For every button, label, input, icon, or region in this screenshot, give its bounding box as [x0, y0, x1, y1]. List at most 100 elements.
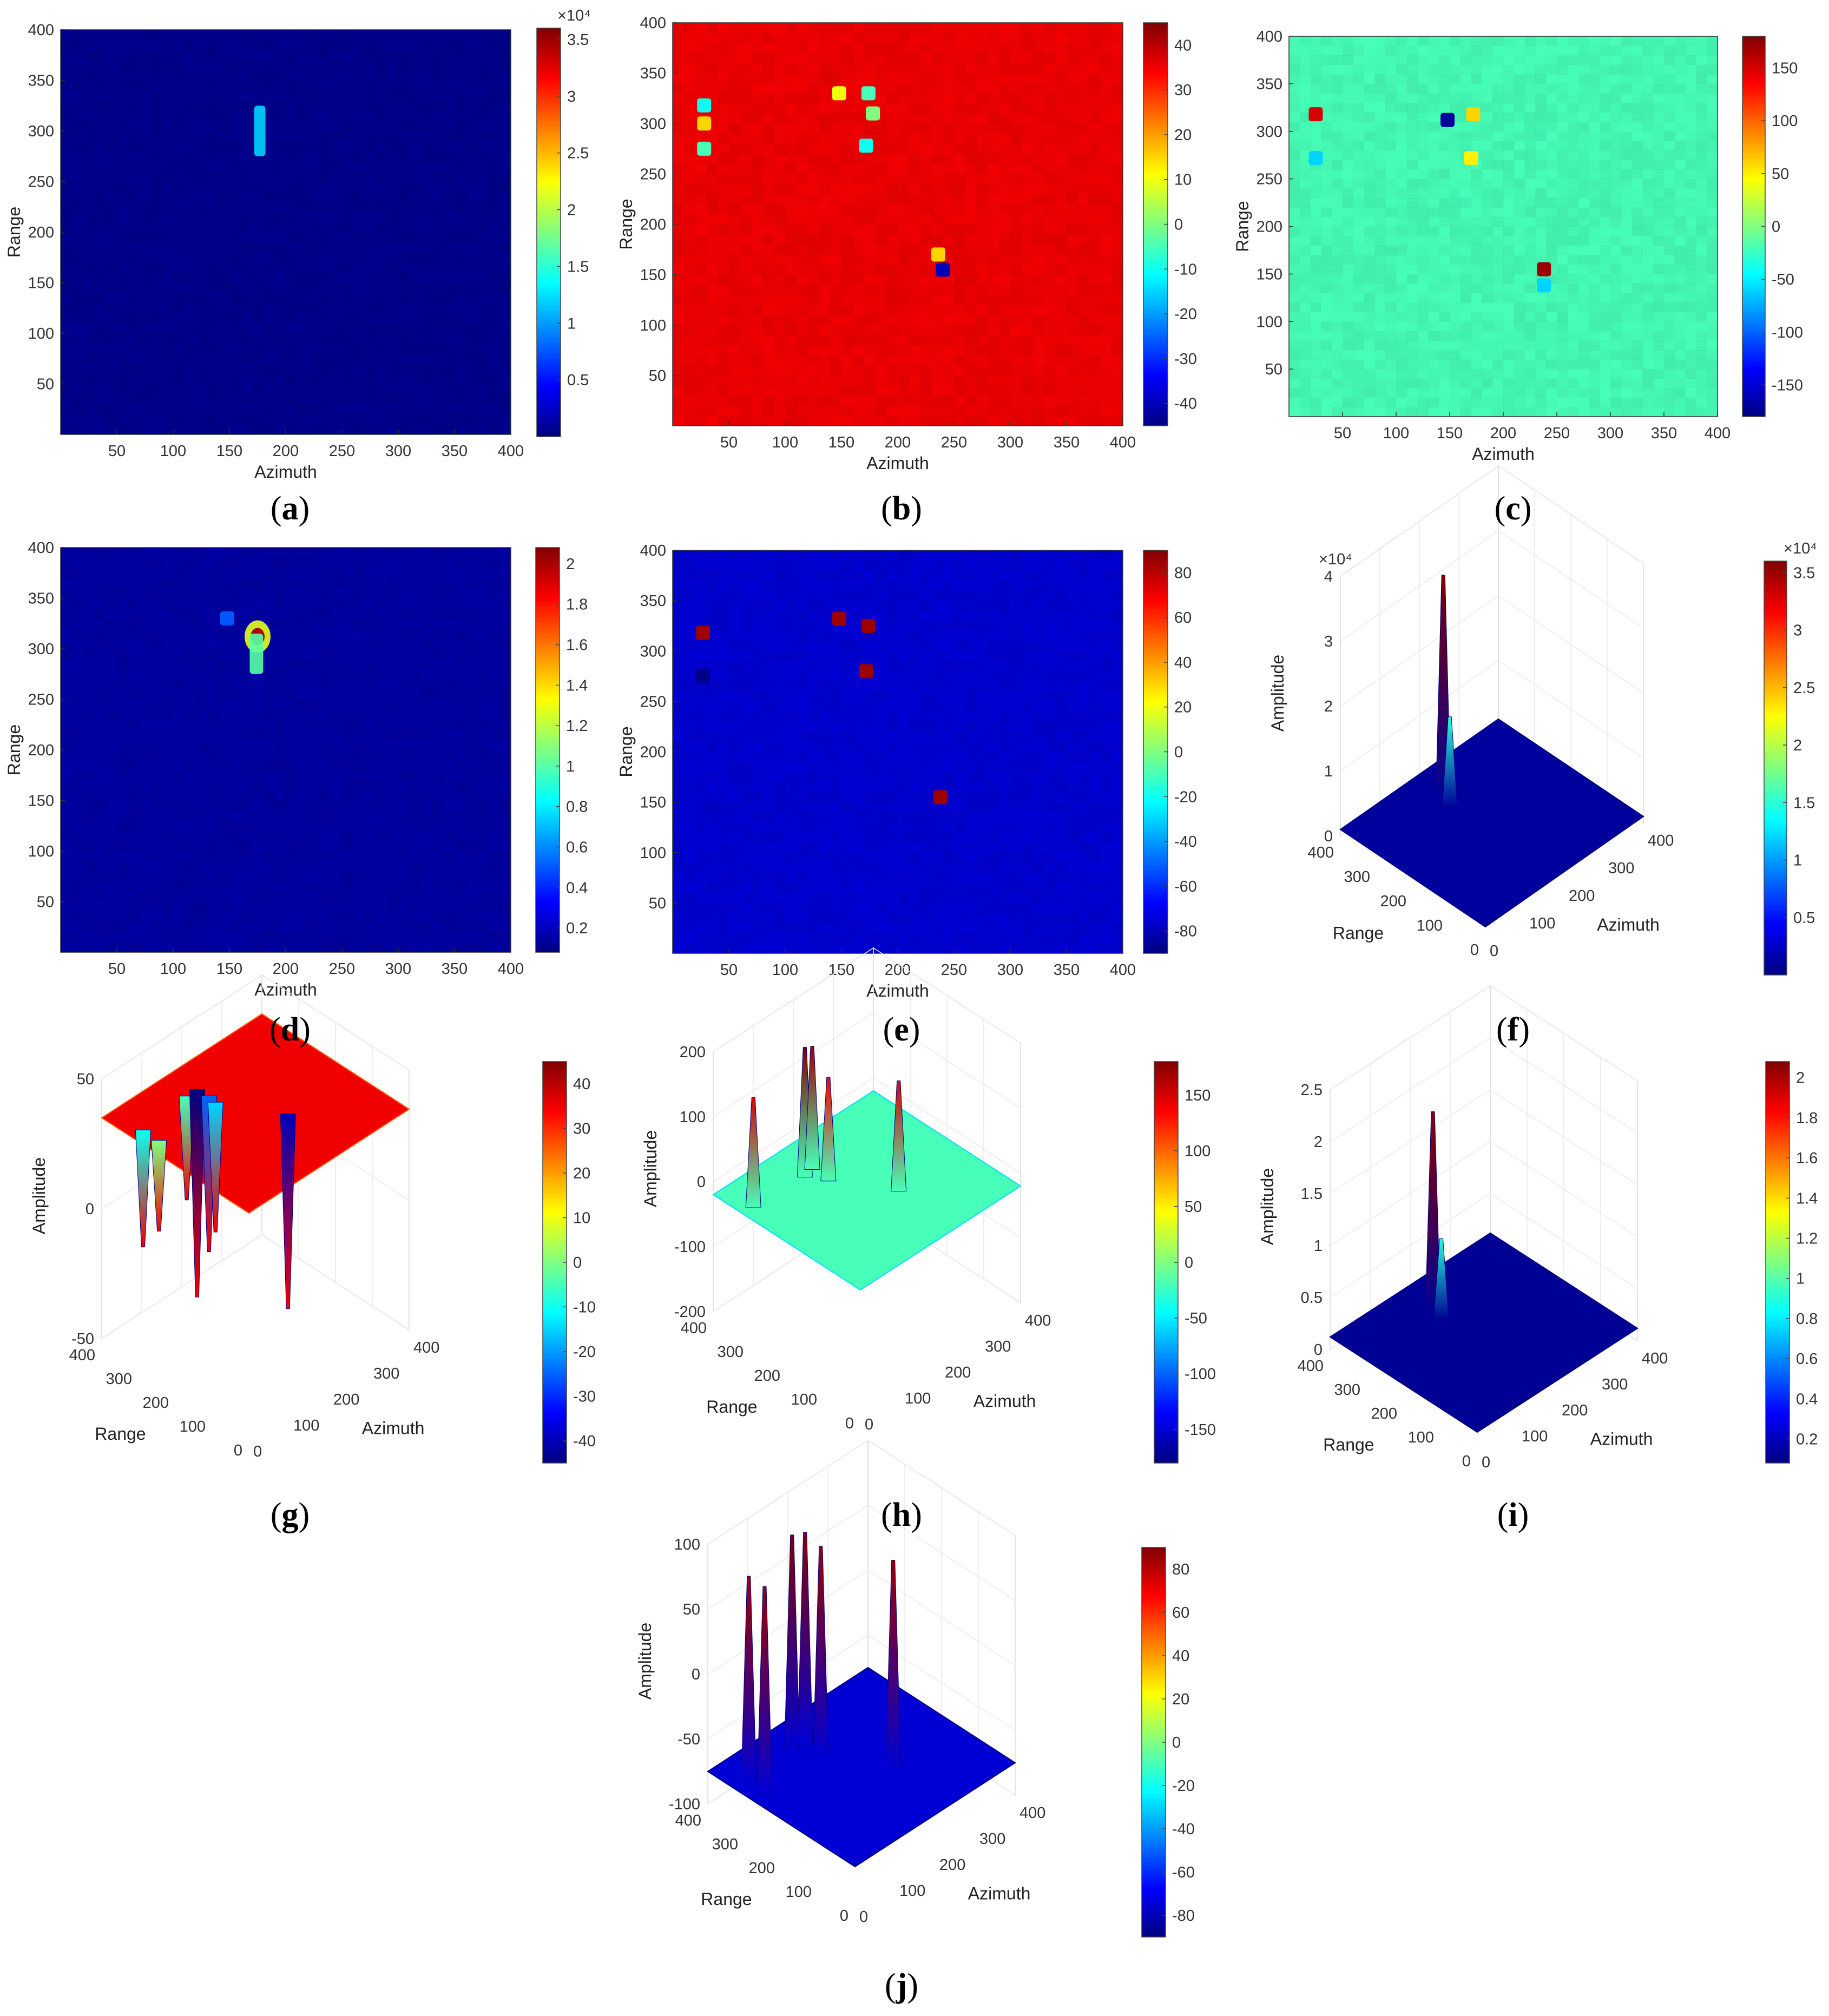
heatmap-texture	[886, 224, 898, 235]
heatmap-texture	[1321, 55, 1332, 65]
heatmap-texture	[1055, 405, 1067, 416]
heatmap-texture	[443, 333, 455, 344]
heatmap-texture	[286, 202, 297, 212]
heatmap-texture	[1471, 207, 1482, 217]
heatmap-texture	[342, 39, 354, 50]
heatmap-texture	[1686, 388, 1696, 398]
heatmap-texture	[1300, 46, 1311, 56]
heatmap-texture	[455, 273, 466, 283]
heatmap-texture	[196, 232, 207, 242]
heatmap-texture	[455, 182, 466, 192]
heatmap-texture	[1010, 234, 1022, 245]
heatmap-texture	[797, 204, 808, 214]
heatmap-texture	[1450, 103, 1461, 113]
heatmap-texture	[931, 23, 943, 33]
heatmap-texture	[673, 53, 684, 63]
heatmap-texture	[1067, 254, 1078, 265]
heatmap-texture	[1343, 207, 1353, 217]
heatmap-texture	[274, 302, 286, 314]
heatmap-texture	[1439, 245, 1450, 255]
heatmap-texture	[252, 262, 264, 273]
heatmap-texture	[706, 265, 718, 275]
heatmap-texture	[729, 234, 740, 245]
heatmap-texture	[128, 80, 140, 91]
heatmap-texture	[1631, 103, 1643, 113]
heatmap-texture	[864, 285, 876, 295]
heatmap-texture	[740, 63, 752, 74]
heatmap-texture	[1055, 254, 1067, 265]
heatmap-texture	[1321, 131, 1332, 141]
heatmap-texture	[853, 406, 864, 416]
heatmap-texture	[1311, 379, 1321, 388]
heatmap-texture	[1321, 264, 1332, 274]
heatmap-texture	[1428, 265, 1439, 274]
heatmap-texture	[286, 424, 298, 435]
heatmap-texture	[83, 70, 95, 81]
heatmap-texture	[1343, 45, 1354, 56]
heatmap-texture	[1299, 169, 1311, 180]
heatmap-texture	[1439, 36, 1450, 46]
heatmap-texture	[297, 30, 308, 40]
heatmap-texture	[240, 100, 253, 111]
heatmap-texture	[1675, 113, 1686, 122]
heatmap-texture	[1010, 143, 1022, 154]
heatmap-texture	[150, 161, 162, 172]
heatmap-texture	[106, 283, 117, 293]
heatmap-texture	[1707, 36, 1718, 47]
heatmap-texture	[420, 293, 432, 304]
heatmap-texture	[1374, 217, 1385, 227]
heatmap-texture	[740, 244, 752, 255]
heatmap-texture	[499, 39, 511, 50]
heatmap-texture	[898, 375, 910, 386]
heatmap-texture	[1685, 274, 1696, 284]
heatmap-texture	[365, 121, 376, 131]
heatmap-texture	[931, 214, 943, 225]
heatmap-texture	[1032, 224, 1044, 235]
heatmap-texture	[331, 222, 343, 233]
heatmap-texture	[1450, 379, 1460, 388]
heatmap-texture	[140, 293, 151, 303]
heatmap-texture	[421, 262, 432, 273]
heatmap-texture	[808, 305, 819, 315]
heatmap-texture	[1021, 294, 1034, 305]
heatmap-texture	[785, 33, 797, 43]
heatmap-texture	[308, 272, 320, 283]
heatmap-texture	[420, 282, 432, 293]
heatmap-texture	[308, 344, 320, 354]
heatmap-texture	[61, 151, 72, 161]
heatmap-texture	[150, 70, 162, 81]
heatmap-texture	[1385, 131, 1396, 141]
heatmap-texture	[499, 111, 511, 121]
heatmap-texture	[139, 272, 151, 283]
heatmap-texture	[365, 262, 376, 273]
heatmap-texture	[499, 282, 511, 293]
heatmap-texture	[465, 282, 478, 293]
heatmap-texture	[274, 70, 286, 81]
heatmap-texture	[920, 194, 932, 205]
heatmap-texture	[875, 143, 887, 154]
heatmap-texture	[477, 171, 489, 182]
heatmap-texture	[185, 131, 196, 141]
heatmap-texture	[1010, 73, 1022, 83]
heatmap-texture	[106, 181, 117, 192]
heatmap-texture	[1696, 236, 1707, 246]
heatmap-texture	[1642, 321, 1653, 331]
heatmap-texture	[308, 172, 320, 182]
heatmap-texture	[1439, 227, 1450, 236]
heatmap-texture	[1600, 74, 1610, 84]
heatmap-texture	[931, 204, 943, 214]
heatmap-texture	[1021, 375, 1034, 386]
heatmap-texture	[1010, 274, 1022, 285]
heatmap-texture	[909, 103, 921, 114]
heatmap-texture	[886, 274, 898, 285]
heatmap-texture	[965, 194, 977, 205]
heatmap-texture	[196, 353, 207, 364]
heatmap-texture	[477, 161, 489, 172]
heatmap-texture	[1396, 302, 1407, 312]
heatmap-texture	[1089, 265, 1101, 275]
heatmap-texture	[331, 262, 343, 273]
heatmap-texture	[1696, 388, 1707, 398]
heatmap-texture	[1343, 359, 1354, 370]
heatmap-texture	[71, 394, 84, 405]
heatmap-texture	[1514, 83, 1525, 94]
